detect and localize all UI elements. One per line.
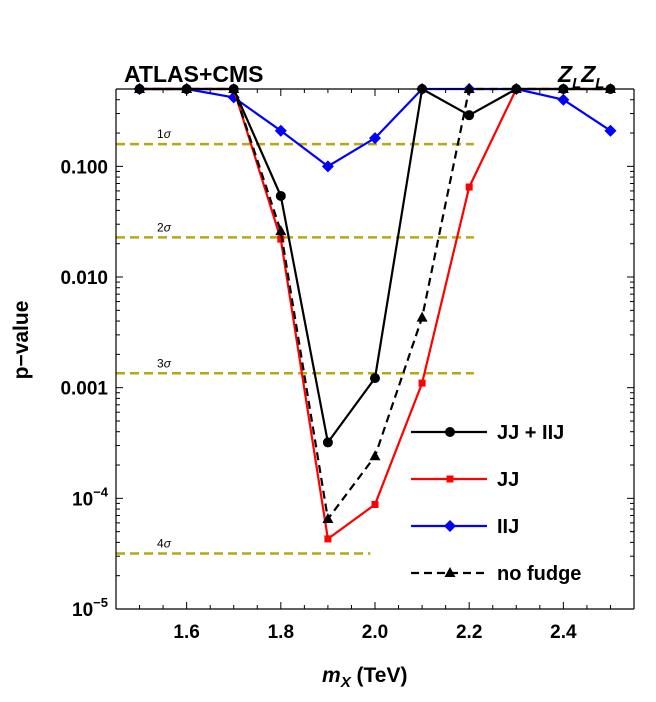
series-line-jj <box>139 87 611 541</box>
series-line-iij <box>139 87 612 168</box>
data-point-iij-6 <box>369 132 381 145</box>
legend-item-jj-iij: JJ + IIJ <box>411 422 564 444</box>
chart-title-right: ZLZL <box>557 61 604 92</box>
data-point-iij-10 <box>557 93 570 106</box>
data-point-jj-iij-6 <box>370 373 380 384</box>
sigma-reference-lines: 1σ 2σ 3σ 4σ <box>116 127 474 555</box>
series-iij <box>133 83 617 173</box>
legend-marker-jj <box>446 475 454 483</box>
y-tick-label-5: 10−5 <box>72 595 108 621</box>
data-point-jj-iij-4 <box>275 190 286 201</box>
legend-item-no-fudge: no fudge <box>411 563 581 585</box>
data-point-no-fudge-7 <box>416 311 428 322</box>
legend-marker-iij <box>444 520 456 532</box>
legend-label-jj-iij: JJ + IIJ <box>497 422 564 444</box>
legend-item-iij: IIJ <box>411 516 519 538</box>
x-tick-label-2: 1.8 <box>268 622 294 643</box>
x-tick-label-4: 2.2 <box>456 622 482 643</box>
y-tick-label-4: 10−4 <box>72 484 109 510</box>
axis-ticks: 1.6 1.8 2.0 2.2 2.4 0.100 0.010 0.001 10−4 10−5 <box>60 88 634 643</box>
data-point-no-fudge-6 <box>369 450 381 461</box>
data-series <box>133 83 617 543</box>
sigma-label-3: 3σ <box>157 356 172 370</box>
data-point-jj-7 <box>418 379 426 387</box>
x-tick-label-1: 1.6 <box>173 622 199 643</box>
legend-item-jj: JJ <box>411 469 519 491</box>
y-tick-label-3: 0.001 <box>60 379 108 400</box>
chart-title: ATLAS+CMS <box>124 61 264 87</box>
data-point-jj-6 <box>371 500 379 508</box>
legend-label-jj: JJ <box>497 469 519 491</box>
data-point-jj-5 <box>324 535 332 543</box>
legend-label-no-fudge: no fudge <box>497 563 581 585</box>
data-point-jj-iij-8 <box>464 110 475 121</box>
plot-frame <box>115 88 635 610</box>
data-point-jj-4 <box>277 235 285 243</box>
legend-marker-no-fudge <box>444 567 456 577</box>
data-point-jj-8 <box>465 183 473 191</box>
sigma-label-1: 1σ <box>157 127 172 141</box>
legend: JJ + IIJ JJ IIJ no fudge <box>411 422 581 585</box>
data-point-iij-5 <box>321 160 334 173</box>
y-tick-label-1: 0.100 <box>60 157 108 178</box>
series-no-fudge <box>134 83 616 524</box>
legend-label-iij: IIJ <box>497 516 519 538</box>
legend-marker-jj-iij <box>445 427 455 437</box>
data-point-no-fudge-5 <box>322 513 334 524</box>
data-point-jj-iij-5 <box>322 437 333 448</box>
data-point-iij-11 <box>604 124 617 137</box>
x-tick-label-3: 2.0 <box>362 622 388 643</box>
data-point-no-fudge-8 <box>463 83 475 93</box>
y-axis-label: p−value <box>10 301 33 380</box>
sigma-label-2: 2σ <box>157 220 172 234</box>
sigma-label-4: 4σ <box>157 537 172 551</box>
data-point-no-fudge-4 <box>275 225 287 236</box>
x-tick-label-5: 2.4 <box>550 622 577 643</box>
y-tick-label-2: 0.010 <box>60 268 108 289</box>
data-point-iij-4 <box>274 124 287 137</box>
series-jj <box>136 85 614 543</box>
x-axis-label: mX (TeV) <box>322 664 407 691</box>
